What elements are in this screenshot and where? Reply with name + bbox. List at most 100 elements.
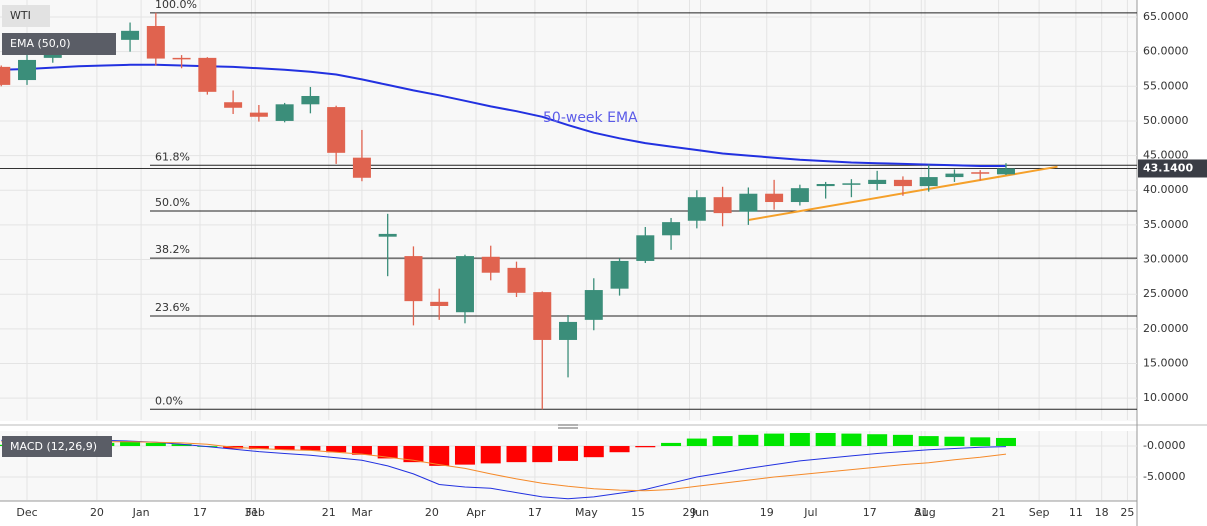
x-tick-label: 17: [528, 506, 542, 519]
histogram-bar: [712, 436, 733, 447]
candle-body: [301, 95, 320, 105]
candle-body: [18, 59, 37, 81]
candle-body: [662, 222, 681, 236]
symbol-box: [2, 5, 50, 27]
ema-legend-box: [2, 33, 116, 55]
candle-body: [919, 177, 938, 187]
x-tick-label: 20: [90, 506, 104, 519]
histogram-bar: [429, 446, 450, 466]
x-tick-label: May: [575, 506, 598, 519]
x-tick-label: 17: [863, 506, 877, 519]
histogram-bar: [892, 434, 913, 447]
candle-body: [765, 193, 784, 203]
candle-body: [198, 57, 217, 92]
candle-body: [971, 172, 990, 174]
candle-body: [559, 321, 578, 340]
histogram-bar: [995, 437, 1016, 447]
candle-body: [945, 173, 964, 178]
candle-body: [0, 66, 11, 85]
histogram-bar: [532, 446, 553, 463]
y-tick-label: 25.0000: [1143, 287, 1189, 300]
indicator-line: [1, 441, 1007, 492]
candle-body: [352, 157, 371, 178]
histogram-bar: [635, 446, 656, 448]
histogram-bar: [145, 442, 166, 447]
fib-label: 23.6%: [155, 301, 190, 314]
candle-body: [636, 235, 655, 261]
candle-body: [842, 183, 861, 185]
x-tick-label: Jun: [691, 506, 709, 519]
histogram-bar: [789, 432, 810, 447]
ema-legend: EMA (50,0): [10, 37, 71, 50]
x-tick-label: Jan: [132, 506, 150, 519]
candle-body: [249, 112, 268, 117]
resize-grip[interactable]: [558, 424, 578, 429]
y-tick-label: 15.0000: [1143, 357, 1189, 370]
y-tick-label: 45.0000: [1143, 149, 1189, 162]
candle-body: [893, 179, 912, 187]
candle-body: [507, 267, 526, 293]
candle-body: [481, 256, 500, 273]
x-tick-label: 29: [682, 506, 696, 519]
histogram-bar: [918, 436, 939, 447]
x-tick-label: Jul: [803, 506, 817, 519]
candle-body: [275, 104, 294, 121]
y-tick-label: 10.0000: [1143, 391, 1189, 404]
histogram-bar: [480, 446, 501, 464]
histogram-bar: [686, 438, 707, 447]
y-tick-label: 40.0000: [1143, 183, 1189, 196]
histogram-bar: [506, 446, 527, 463]
y-tick-label: -5.0000: [1143, 470, 1185, 483]
y-tick-label: 20.0000: [1143, 322, 1189, 335]
x-tick-label: Feb: [245, 506, 264, 519]
candle-body: [327, 107, 346, 153]
fib-label: 38.2%: [155, 243, 190, 256]
x-tick-label: 19: [760, 506, 774, 519]
x-tick-label: 18: [1095, 506, 1109, 519]
histogram-bar: [454, 446, 475, 465]
histogram-bar: [583, 446, 604, 458]
histogram-bar: [326, 446, 347, 453]
candle-body: [610, 260, 629, 289]
x-tick-label: 31: [245, 506, 259, 519]
candle-body: [404, 256, 423, 302]
candle-body: [533, 292, 552, 340]
histogram-bar: [248, 446, 269, 450]
candle-body: [146, 25, 165, 59]
histogram-bar: [841, 433, 862, 447]
candle-body: [687, 197, 706, 221]
x-tick-label: 11: [1069, 506, 1083, 519]
histogram-bar: [403, 446, 424, 463]
candle-body: [172, 57, 191, 60]
histogram-bar: [377, 446, 398, 459]
candle-body: [121, 30, 140, 40]
histogram-bar: [815, 432, 836, 447]
candle-body: [224, 102, 243, 108]
x-tick-label: Dec: [16, 506, 37, 519]
macd-legend-box: [2, 436, 112, 457]
candle-body: [996, 168, 1015, 175]
histogram-bar: [274, 446, 295, 450]
last-price-label: 43.1400: [1143, 161, 1193, 174]
x-tick-label: Sep: [1029, 506, 1050, 519]
last-price-box: [1138, 159, 1207, 178]
histogram-bar: [558, 446, 579, 461]
ema-line: [1, 63, 1006, 167]
candle-body: [868, 179, 887, 185]
fib-label: 50.0%: [155, 196, 190, 209]
x-tick-label: 21: [992, 506, 1006, 519]
histogram-bar: [609, 446, 630, 453]
x-tick-label: 21: [322, 506, 336, 519]
candle-body: [790, 188, 809, 203]
fib-label: 61.8%: [155, 150, 190, 163]
x-tick-label: 17: [193, 506, 207, 519]
x-tick-label: Apr: [466, 506, 486, 519]
x-tick-label: 25: [1120, 506, 1134, 519]
y-tick-label: 65.0000: [1143, 10, 1189, 23]
histogram-bar: [867, 434, 888, 447]
x-tick-label: 31: [914, 506, 928, 519]
x-tick-label: 15: [631, 506, 645, 519]
candle-body: [378, 233, 397, 237]
